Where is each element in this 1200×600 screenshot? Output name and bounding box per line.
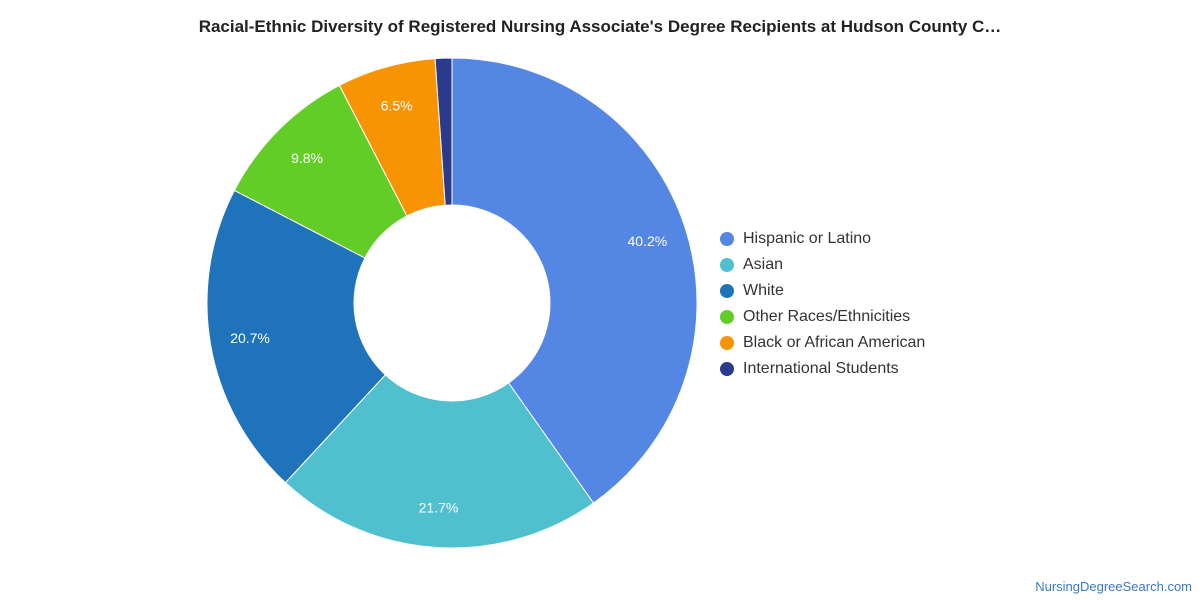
slices-group xyxy=(206,57,698,549)
legend-label-0: Hispanic or Latino xyxy=(743,230,872,247)
slice-label-3: 9.8% xyxy=(291,150,323,166)
legend: Hispanic or Latino Asian White Other Races/… xyxy=(720,226,925,382)
slice-1[interactable] xyxy=(284,374,595,549)
slice-0[interactable] xyxy=(451,57,698,504)
legend-swatch-5 xyxy=(720,362,734,376)
legend-item-0[interactable]: Hispanic or Latino xyxy=(720,226,925,252)
legend-swatch-3 xyxy=(720,310,734,324)
legend-item-2[interactable]: White xyxy=(720,278,925,304)
chart-title: Racial-Ethnic Diversity of Registered Nu… xyxy=(198,17,1002,36)
legend-item-4[interactable]: Black or African American xyxy=(720,330,925,356)
slice-label-0: 40.2% xyxy=(628,233,668,249)
legend-swatch-4 xyxy=(720,336,734,350)
legend-swatch-1 xyxy=(720,258,734,272)
legend-label-5: International Students xyxy=(743,360,899,377)
legend-swatch-2 xyxy=(720,284,734,298)
legend-label-1: Asian xyxy=(743,256,784,273)
slice-label-1: 21.7% xyxy=(419,500,459,516)
source-link[interactable]: NursingDegreeSearch.com xyxy=(1035,579,1192,594)
slice-5[interactable] xyxy=(434,57,453,206)
legend-label-4: Black or African American xyxy=(743,334,926,351)
legend-item-3[interactable]: Other Races/Ethnicities xyxy=(720,304,925,330)
legend-label-2: White xyxy=(743,282,784,299)
slice-label-2: 20.7% xyxy=(230,330,270,346)
legend-item-5[interactable]: International Students xyxy=(720,356,925,382)
legend-item-1[interactable]: Asian xyxy=(720,252,925,278)
legend-swatch-0 xyxy=(720,232,734,246)
slice-2[interactable] xyxy=(206,189,387,484)
slice-label-4: 6.5% xyxy=(381,98,413,114)
legend-label-3: Other Races/Ethnicities xyxy=(743,308,911,325)
labels-group: 40.2% 21.7% 20.7% 9.8% 6.5% xyxy=(230,98,667,516)
